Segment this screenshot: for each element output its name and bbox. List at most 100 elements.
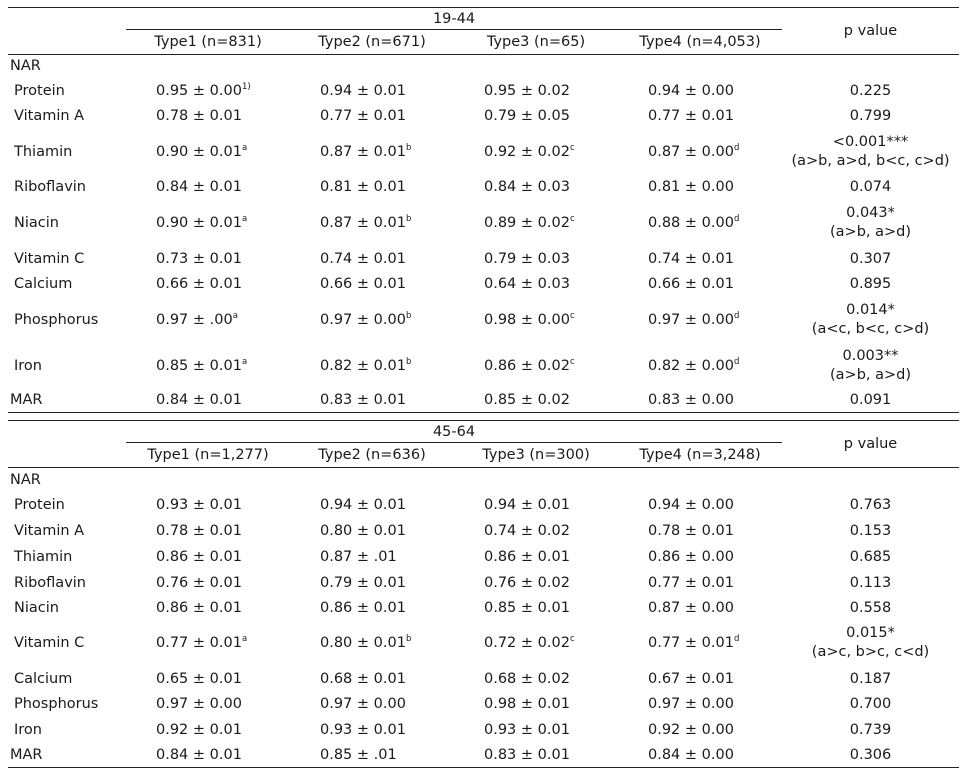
mean-se-value: 0.93 ± 0.01: [320, 721, 406, 738]
mean-se-value: 0.66 ± 0.01: [156, 276, 242, 292]
mean-se-value: 0.78 ± 0.01: [648, 523, 734, 539]
mean-se-value: 0.90 ± 0.01: [156, 143, 242, 160]
header-spacer: [8, 29, 126, 55]
p-value: 0.700: [849, 696, 892, 712]
mean-se-value: 0.78 ± 0.01: [156, 523, 242, 539]
nutrient-label: Thiamin: [14, 143, 73, 160]
type-column-header: Type1 (n=1,277): [126, 442, 290, 468]
value-cell: 0.95 ± 0.001): [126, 78, 290, 104]
table-row: Vitamin A 0.78 ± 0.01 0.80 ± 0.01 0.74 ± 0.…: [8, 519, 959, 544]
mar-value: 0.83 ± 0.01: [454, 742, 618, 768]
p-value-cell: <0.001*** (a>b, a>d, b<c, c>d): [782, 129, 959, 175]
value-cell: 0.79 ± 0.01: [290, 570, 454, 596]
value-cell: 0.87 ± .01: [290, 544, 454, 570]
mar-p-value: 0.091: [782, 388, 960, 413]
type-column-header: Type2 (n=636): [290, 442, 454, 468]
superscript-mark: a: [232, 310, 238, 321]
superscript-mark: b: [405, 142, 412, 153]
nutrient-label: Riboflavin: [14, 179, 86, 195]
table-row: Calcium 0.65 ± 0.01 0.68 ± 0.01 0.68 ± 0.02…: [8, 666, 959, 692]
post-hoc-comparison: (a<c, b<c, c>d): [811, 320, 930, 337]
value-cell: 0.90 ± 0.01a: [126, 200, 290, 246]
value-cell: 0.81 ± 0.00: [618, 175, 782, 200]
nutrient-label: Vitamin A: [14, 108, 85, 124]
nutrient-label: Calcium: [14, 276, 73, 292]
mean-se-value: 0.72 ± 0.02: [484, 635, 570, 651]
nutrient-label: Vitamin C: [14, 635, 85, 651]
value-cell: 0.85 ± 0.01: [454, 596, 618, 621]
mean-se-value: 0.87 ± 0.01: [320, 214, 406, 231]
value-cell: 0.68 ± 0.01: [290, 666, 454, 692]
value-cell: 0.87 ± 0.00: [618, 596, 782, 621]
p-value-cell: 0.307: [782, 246, 959, 272]
p-value-cell: 0.015* (a>c, b>c, c<d): [782, 621, 959, 666]
mean-se-value: 0.66 ± 0.01: [648, 276, 734, 292]
superscript-mark: d: [733, 142, 740, 153]
table-row: Phosphorus 0.97 ± 0.00 0.97 ± 0.00 0.98 ± 0…: [8, 692, 959, 717]
mean-se-value: 0.67 ± 0.01: [648, 670, 734, 687]
value-cell: 0.95 ± 0.02: [454, 78, 618, 104]
mean-se-value: 0.77 ± 0.01: [648, 108, 734, 124]
p-value-cell: 0.187: [782, 666, 959, 692]
p-value: 0.113: [849, 574, 892, 591]
p-value: 0.763: [849, 497, 892, 513]
mean-se-value: 0.76 ± 0.02: [484, 574, 570, 591]
value-cell: 0.74 ± 0.01: [618, 246, 782, 272]
value-cell: 0.77 ± 0.01d: [618, 621, 782, 666]
mean-se-value: 0.82 ± 0.01: [320, 357, 406, 374]
type-column-header: Type3 (n=300): [454, 442, 618, 468]
mean-se-value: 0.93 ± 0.01: [156, 497, 242, 513]
value-cell: 0.72 ± 0.02c: [454, 621, 618, 666]
p-value-cell: 0.225: [782, 78, 959, 104]
mean-se-value: 0.86 ± 0.01: [484, 548, 570, 565]
mean-se-value: 0.97 ± 0.00: [648, 696, 734, 712]
mean-se-value: 0.97 ± 0.00: [320, 311, 406, 328]
superscript-mark: c: [569, 634, 575, 644]
p-value-cell: 0.739: [782, 717, 959, 743]
table-row: Riboflavin 0.76 ± 0.01 0.79 ± 0.01 0.76 ± 0…: [8, 570, 959, 596]
type-column-header: Type3 (n=65): [454, 29, 618, 55]
value-cell: 0.93 ± 0.01: [126, 492, 290, 519]
value-cell: 0.77 ± 0.01: [618, 104, 782, 129]
superscript-mark: a: [241, 634, 248, 644]
p-value: 0.015*: [846, 625, 895, 641]
mean-se-value: 0.87 ± 0.00: [648, 143, 734, 160]
superscript-mark: c: [569, 213, 575, 224]
mean-se-value: 0.97 ± 0.00: [648, 311, 734, 328]
value-cell: 0.82 ± 0.01b: [290, 343, 454, 389]
table-section-45-64: 45-64 p value Type1 (n=1,277) Type2 (n=636)…: [8, 420, 960, 768]
post-hoc-comparison: (a>b, a>d): [830, 366, 912, 383]
header-spacer: [8, 420, 126, 443]
superscript-mark: a: [241, 356, 248, 367]
mar-value: 0.84 ± 0.01: [126, 388, 290, 413]
p-value-cell: 0.113: [782, 570, 959, 596]
value-cell: 0.66 ± 0.01: [126, 272, 290, 297]
header-spacer: [8, 442, 126, 468]
p-value: 0.739: [849, 721, 892, 738]
value-cell: 0.97 ± 0.00: [290, 692, 454, 717]
value-cell: 0.86 ± 0.00: [618, 544, 782, 570]
p-value-header: p value: [782, 420, 960, 468]
superscript-mark: c: [569, 356, 575, 367]
mean-se-value: 0.86 ± 0.01: [320, 600, 406, 616]
mar-value: 0.83 ± 0.00: [618, 388, 783, 413]
superscript-mark: d: [733, 634, 740, 644]
mean-se-value: 0.94 ± 0.01: [484, 497, 570, 513]
superscript-mark: a: [241, 213, 248, 224]
nutrient-label: Phosphorus: [14, 696, 99, 712]
table-row: Thiamin 0.90 ± 0.01a 0.87 ± 0.01b 0.92 ± 0.…: [8, 129, 959, 175]
table-row: Riboflavin 0.84 ± 0.01 0.81 ± 0.01 0.84 ± 0…: [8, 175, 959, 200]
value-cell: 0.86 ± 0.01: [126, 544, 290, 570]
mean-se-value: 0.95 ± 0.00: [156, 82, 242, 99]
mean-se-value: 0.92 ± 0.00: [648, 721, 734, 738]
table-row: Vitamin C 0.77 ± 0.01a 0.80 ± 0.01b 0.72 ± …: [8, 621, 959, 666]
type-column-header: Type4 (n=3,248): [618, 442, 783, 468]
mean-se-value: 0.94 ± 0.01: [320, 497, 406, 513]
value-cell: 0.97 ± 0.00d: [618, 297, 782, 343]
table-row: Iron 0.85 ± 0.01a 0.82 ± 0.01b 0.86 ± 0.02c…: [8, 343, 959, 389]
p-value-cell: 0.003** (a>b, a>d): [782, 343, 959, 389]
mean-se-value: 0.94 ± 0.00: [648, 497, 734, 513]
p-value-cell: 0.153: [782, 519, 959, 544]
p-value-cell: 0.014* (a<c, b<c, c>d): [782, 297, 959, 343]
value-cell: 0.79 ± 0.05: [454, 104, 618, 129]
